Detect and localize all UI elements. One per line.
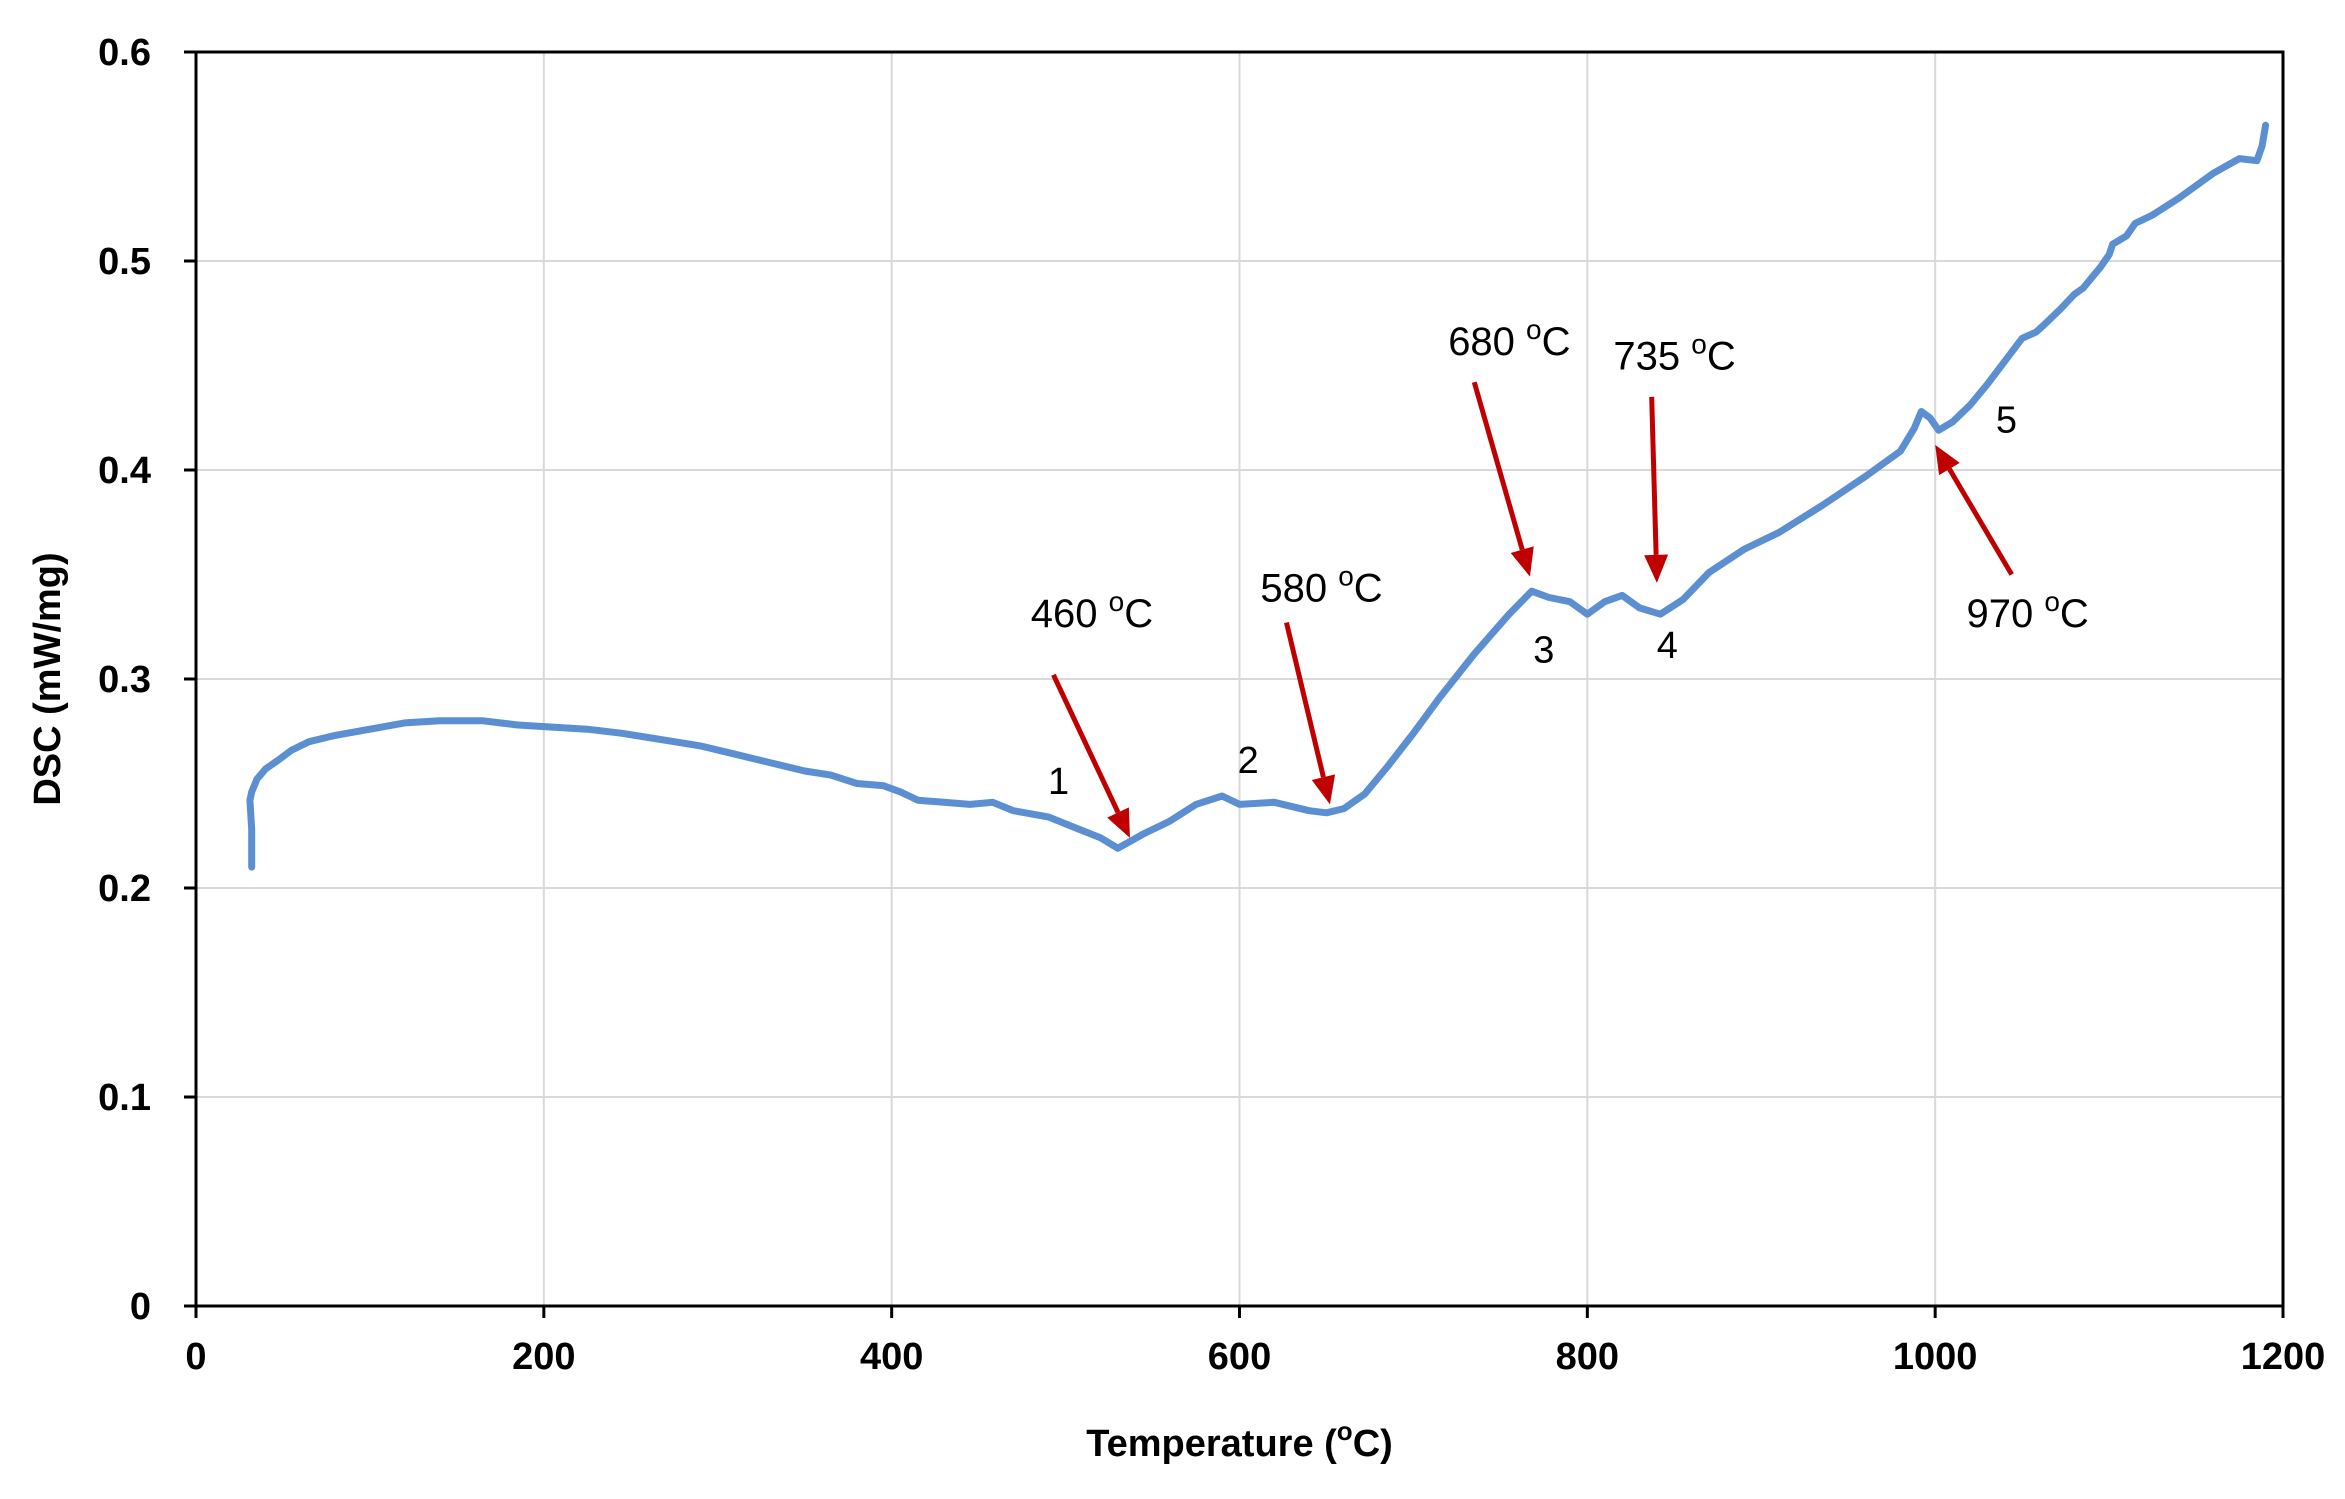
degree-sup: o: [1691, 329, 1707, 360]
peak-number-label: 3: [1533, 629, 1554, 671]
annotation-arrow-head: [1107, 807, 1130, 838]
x-tick-label: 1200: [2241, 1336, 2326, 1378]
peak-number-label: 4: [1657, 625, 1678, 667]
degree-sup: o: [1109, 586, 1125, 617]
y-tick-label: 0.2: [98, 868, 151, 910]
annotation-arrows: [1051, 381, 2014, 838]
x-tick-label: 1000: [1893, 1336, 1978, 1378]
y-tick-label: 0.6: [98, 32, 151, 74]
temperature-unit: C: [1354, 567, 1383, 611]
x-axis-title-prefix: Temperature (: [1086, 1423, 1337, 1465]
x-axis-title-suffix: C): [1353, 1423, 1393, 1465]
annotation-arrow-head: [1644, 554, 1669, 583]
y-tick-label: 0: [130, 1286, 151, 1328]
degree-sup: o: [1526, 314, 1542, 345]
annotation-arrow-shaft: [1051, 673, 1121, 814]
annotation-arrow-shaft: [1947, 467, 2014, 576]
temperature-unit: C: [1124, 592, 1153, 636]
peak-number-label: 1: [1048, 761, 1069, 803]
x-tick-label: 600: [1208, 1336, 1271, 1378]
temperature-annotation: 680 oC: [1448, 314, 1570, 364]
annotation-arrow-shaft: [1471, 381, 1525, 551]
y-tick-label: 0.1: [98, 1077, 151, 1119]
annotation-arrow-head: [1311, 774, 1336, 805]
temperature-value: 680: [1448, 320, 1526, 364]
y-axis-title: DSC (mW/mg): [27, 552, 69, 805]
x-tick-label: 200: [512, 1336, 575, 1378]
temperature-unit: C: [2060, 592, 2089, 636]
temperature-value: 580: [1260, 567, 1338, 611]
series-layer: [246, 121, 2270, 871]
x-axis-title: Temperature (oC): [1086, 1416, 1393, 1465]
x-tick-label: 0: [185, 1336, 206, 1378]
annotation-arrow-head: [1935, 444, 1960, 476]
temperature-annotation: 735 oC: [1613, 329, 1735, 379]
temperature-annotation: 580 oC: [1260, 561, 1382, 611]
peak-number-label: 2: [1238, 740, 1259, 782]
annotation-arrow-shaft: [1649, 396, 1659, 555]
degree-sup: o: [2044, 586, 2060, 617]
temperature-value: 460: [1031, 592, 1109, 636]
temperature-unit: C: [1707, 335, 1736, 379]
axis-ticks: 0 200 400 600 800 1000 1200 0 0.1 0.2 0.3 0.4 0.5 0.6: [98, 32, 2325, 1378]
temperature-unit: C: [1542, 320, 1571, 364]
temperature-annotation: 970 oC: [1966, 586, 2088, 636]
x-axis-title-sup: o: [1337, 1416, 1353, 1446]
annotation-arrow-shaft: [1284, 621, 1326, 778]
gridlines: [196, 52, 2283, 1306]
x-tick-label: 800: [1556, 1336, 1619, 1378]
peak-number-label: 5: [1996, 399, 2017, 441]
temperature-value: 970: [1966, 592, 2044, 636]
x-tick-label: 400: [860, 1336, 923, 1378]
y-tick-label: 0.3: [98, 659, 151, 701]
degree-sup: o: [1338, 561, 1354, 592]
annotation-arrow-head: [1510, 546, 1534, 577]
y-tick-label: 0.4: [98, 450, 151, 492]
temperature-annotation: 460 oC: [1031, 586, 1153, 636]
dsc-series-line: [246, 121, 2270, 871]
y-tick-label: 0.5: [98, 241, 151, 283]
temperature-value: 735: [1613, 335, 1691, 379]
